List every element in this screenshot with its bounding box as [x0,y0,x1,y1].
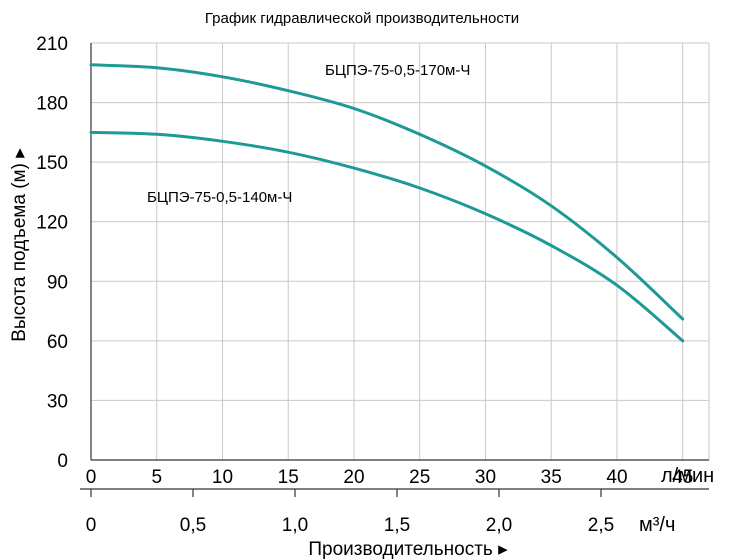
x-tick-label: 35 [541,467,562,488]
x-tick-label: 10 [212,467,233,488]
series-line [89,130,685,343]
y-tick-label: 90 [47,272,68,293]
series-labels: БЦПЭ-75-0,5-170м-Ч БЦПЭ-75-0,5-140м-Ч [147,62,470,206]
y-tick-label: 0 [57,451,68,472]
x-tick-label: 0 [86,467,97,488]
y-axis-ticks: 0 30 60 90 120 150 180 210 [36,34,68,472]
x-tick-label: 15 [278,467,299,488]
x-secondary-tick-label: 0 [86,515,97,536]
x-axis-title: Производительность ▸ [308,539,508,560]
x-axis-secondary: 0 0,5 1,0 1,5 2,0 2,5 [80,488,709,536]
series-line [89,63,685,321]
y-axis-title: Высота подъема (м) ▸ [9,148,30,342]
x-axis-ticks-primary: 0 5 10 15 20 25 30 35 40 45 [86,467,694,488]
x-secondary-tick-label: 2,0 [486,515,512,536]
y-tick-label: 60 [47,332,68,353]
x-tick-label: 20 [343,467,364,488]
x-secondary-tick-label: 1,0 [282,515,308,536]
y-tick-label: 180 [36,94,68,115]
plot-frame [90,43,709,461]
y-tick-label: 150 [36,153,68,174]
x-tick-label: 25 [409,467,430,488]
x-tick-label: 30 [475,467,496,488]
x-unit-secondary: м³/ч [639,514,675,536]
x-tick-label: 45 [672,467,693,488]
y-tick-label: 120 [36,213,68,234]
x-secondary-tick-label: 2,5 [588,515,614,536]
series-lines [89,63,685,343]
y-tick-label: 210 [36,34,68,55]
x-secondary-tick-label: 0,5 [180,515,206,536]
grid-lines [90,42,710,461]
x-tick-label: 40 [606,467,627,488]
x-tick-label: 5 [151,467,162,488]
x-secondary-tick-label: 1,5 [384,515,410,536]
chart-title: График гидравлической производительности [205,10,519,27]
x-unit-primary: л/мин [661,465,714,487]
series-label: БЦПЭ-75-0,5-170м-Ч [325,62,470,79]
y-tick-label: 30 [47,391,68,412]
series-label: БЦПЭ-75-0,5-140м-Ч [147,189,292,206]
